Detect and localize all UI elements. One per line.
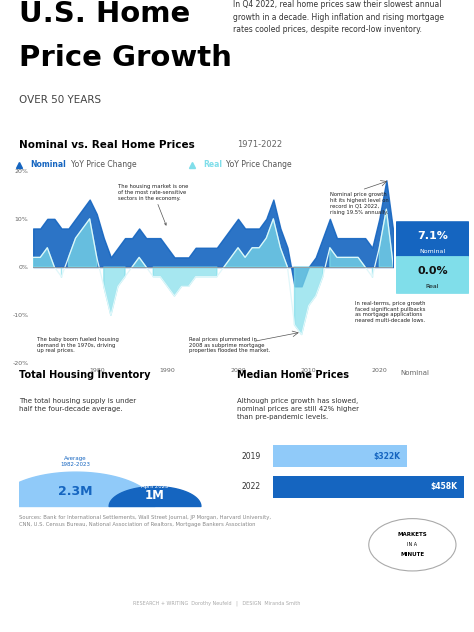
Text: April 2023: April 2023 (141, 484, 168, 489)
Text: 2019: 2019 (242, 452, 261, 461)
Text: 2.3M: 2.3M (58, 485, 92, 497)
Text: Nominal: Nominal (401, 370, 430, 375)
Text: RESEARCH + WRITING  Dorothy Neufeld   |   DESIGN  Miranda Smith: RESEARCH + WRITING Dorothy Neufeld | DES… (133, 600, 300, 606)
Text: VISUAL: VISUAL (19, 592, 45, 597)
Text: Nominal vs. Real Home Prices: Nominal vs. Real Home Prices (19, 140, 195, 150)
Text: Nominal: Nominal (30, 160, 66, 169)
Text: Nominal: Nominal (419, 249, 446, 254)
Text: MARKETS: MARKETS (398, 532, 427, 537)
FancyBboxPatch shape (273, 476, 464, 497)
Text: 1971-2022: 1971-2022 (237, 140, 283, 149)
Text: YoY Price Change: YoY Price Change (226, 160, 292, 169)
Text: The total housing supply is under
half the four-decade average.: The total housing supply is under half t… (19, 398, 136, 411)
Text: Price Growth: Price Growth (19, 44, 232, 73)
Text: Although price growth has slowed,
nominal prices are still 42% higher
than pre-p: Although price growth has slowed, nomina… (237, 398, 359, 420)
Text: $458K: $458K (430, 482, 457, 491)
Text: Real: Real (203, 160, 222, 169)
Text: 1M: 1M (145, 489, 164, 502)
Text: 2022: 2022 (242, 482, 261, 491)
Text: YoY Price Change: YoY Price Change (71, 160, 137, 169)
Text: Real prices plummeted in
2008 as subprime mortgage
properties flooded the market: Real prices plummeted in 2008 as subprim… (189, 337, 270, 353)
Text: In real-terms, price growth
faced significant pullbacks
as mortgage applications: In real-terms, price growth faced signif… (355, 301, 425, 323)
Text: U.S. Home: U.S. Home (19, 0, 190, 28)
Text: OVER 50 YEARS: OVER 50 YEARS (19, 95, 101, 104)
Text: Nominal price growth
hit its highest level on
record in Q1 2022,
rising 19.5% an: Nominal price growth hit its highest lev… (330, 192, 389, 215)
Text: 7.1%: 7.1% (417, 231, 448, 241)
Text: In Q4 2022, real home prices saw their slowest annual
growth in a decade. High i: In Q4 2022, real home prices saw their s… (233, 0, 444, 34)
Text: IN A: IN A (407, 542, 418, 547)
FancyBboxPatch shape (394, 221, 471, 259)
FancyBboxPatch shape (394, 256, 471, 294)
Text: Median Home Prices: Median Home Prices (237, 370, 349, 380)
Text: Real: Real (426, 284, 439, 289)
Text: Total Housing Inventory: Total Housing Inventory (19, 370, 150, 380)
Text: CAPITALIST: CAPITALIST (19, 612, 68, 621)
Text: 0.0%: 0.0% (417, 265, 448, 276)
Text: The baby boom fueled housing
demand in the 1970s, driving
up real prices.: The baby boom fueled housing demand in t… (36, 337, 118, 353)
FancyBboxPatch shape (273, 446, 407, 467)
Text: Average
1982-2023: Average 1982-2023 (60, 456, 90, 467)
Circle shape (369, 519, 456, 571)
Text: MINUTE: MINUTE (401, 552, 424, 557)
Text: Sources: Bank for International Settlements, Wall Street Journal, JP Morgan, Har: Sources: Bank for International Settleme… (19, 515, 271, 527)
Text: The housing market is one
of the most rate-sensitive
sectors in the economy.: The housing market is one of the most ra… (118, 184, 188, 225)
Text: $322K: $322K (374, 452, 401, 461)
